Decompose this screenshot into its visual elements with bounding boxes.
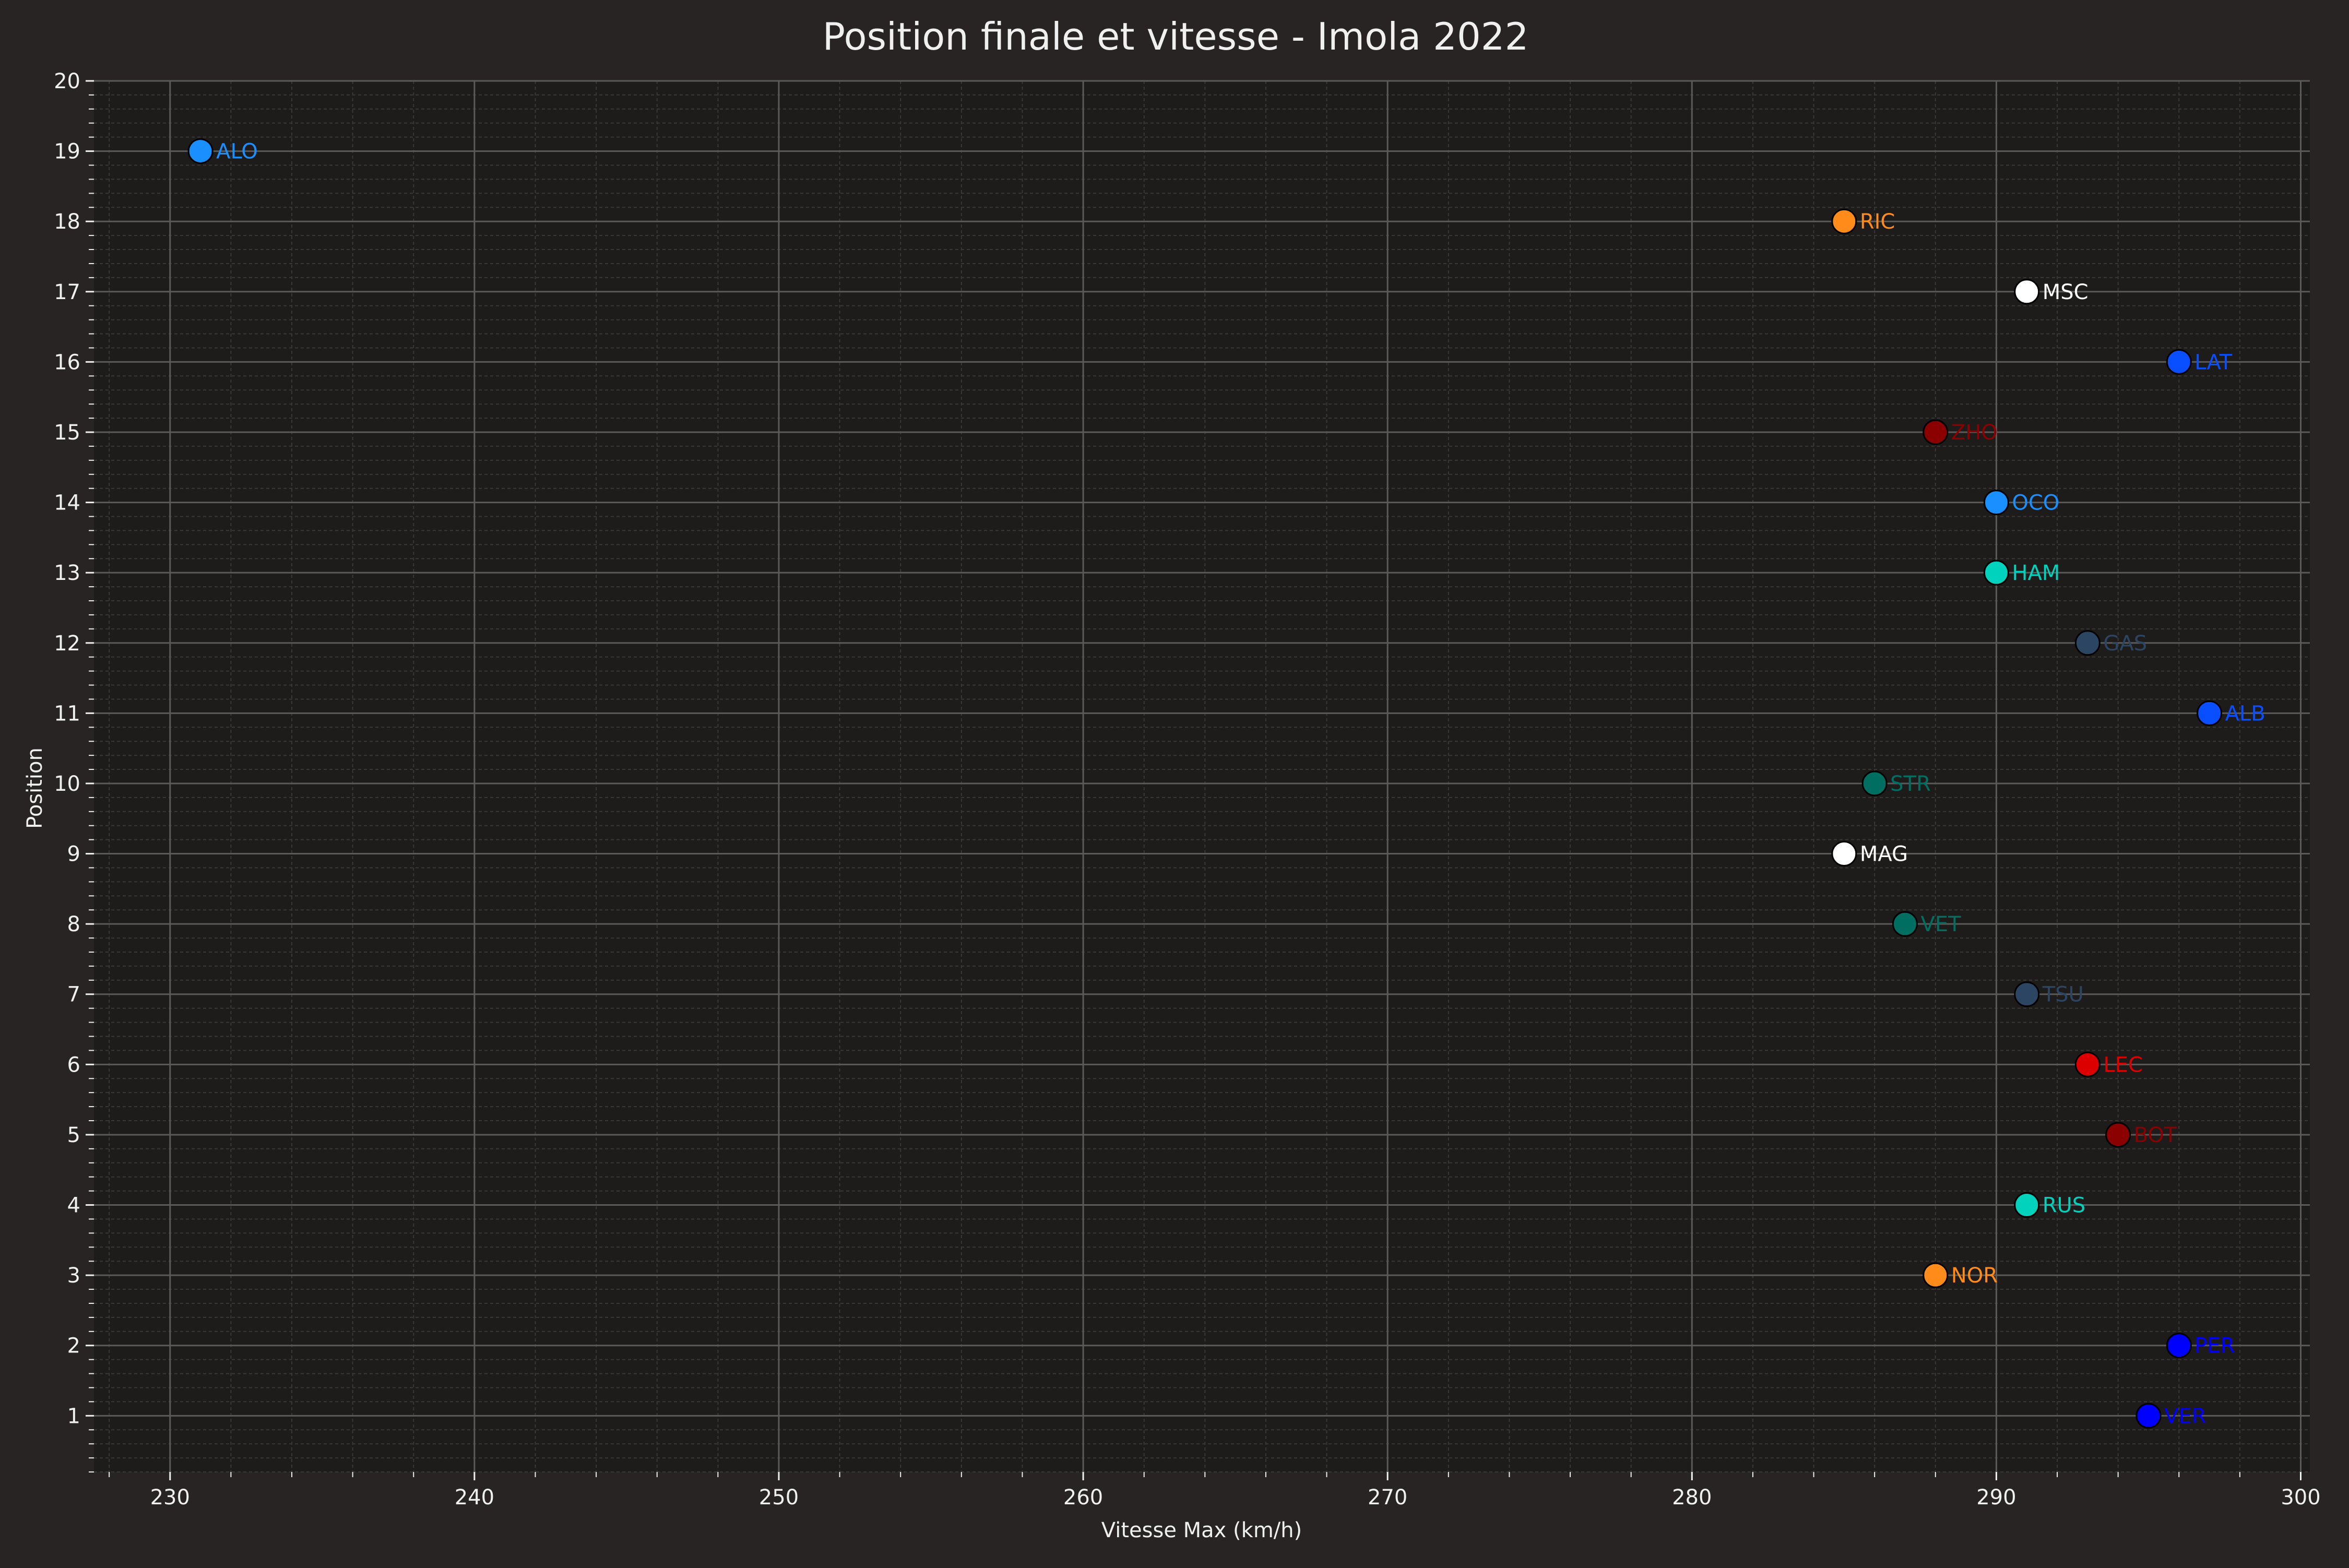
- x-tick-label: 270: [1368, 1486, 1407, 1510]
- x-tick-label: 290: [1976, 1486, 2016, 1510]
- point-label-lec: LEC: [2103, 1053, 2143, 1077]
- point-ric: [1831, 208, 1857, 234]
- y-tick-label: 13: [54, 561, 80, 585]
- major-grid: [94, 80, 2310, 1472]
- point-bot: [2105, 1122, 2131, 1148]
- point-ham: [1983, 560, 2009, 586]
- y-tick-label: 7: [67, 983, 80, 1007]
- point-label-alb: ALB: [2225, 702, 2265, 726]
- point-label-tsu: TSU: [2042, 983, 2084, 1007]
- point-ver: [2136, 1403, 2162, 1429]
- point-label-lat: LAT: [2194, 350, 2232, 374]
- x-axis-label: Vitesse Max (km/h): [1101, 1518, 1302, 1542]
- x-axis-ticks: 230 240 250 260 270 280 290 300: [109, 1472, 2321, 1510]
- x-tick-label: 250: [759, 1486, 799, 1510]
- y-tick-label: 1: [67, 1404, 80, 1428]
- data-labels: ALO RIC MSC LAT ZHO OCO HAM GAS ALB STR MAG VET TSU L…: [216, 140, 2265, 1429]
- x-tick-label: 300: [2281, 1486, 2320, 1510]
- y-tick-label: 15: [54, 421, 80, 445]
- y-tick-label: 19: [54, 140, 80, 164]
- point-mag: [1831, 841, 1857, 867]
- point-oco: [1983, 490, 2009, 516]
- point-gas: [2074, 630, 2101, 656]
- y-tick-label: 8: [67, 912, 80, 936]
- point-nor: [1923, 1262, 1949, 1288]
- point-label-zho: ZHO: [1951, 421, 1998, 445]
- x-tick-label: 260: [1063, 1486, 1103, 1510]
- y-tick-label: 2: [67, 1334, 80, 1358]
- point-label-oco: OCO: [2012, 491, 2059, 515]
- minor-grid: [94, 81, 2310, 1472]
- point-rus: [2014, 1192, 2040, 1218]
- plot-area: [94, 81, 2310, 1472]
- y-tick-label: 4: [67, 1194, 80, 1218]
- point-label-rus: RUS: [2043, 1194, 2085, 1218]
- data-points: [187, 138, 2223, 1429]
- point-label-ham: HAM: [2012, 561, 2060, 585]
- x-tick-label: 280: [1672, 1486, 1712, 1510]
- point-str: [1861, 770, 1888, 797]
- point-label-per: PER: [2194, 1334, 2235, 1358]
- point-lec: [2074, 1051, 2101, 1077]
- y-tick-label: 6: [67, 1053, 80, 1077]
- y-tick-label: 16: [54, 350, 80, 374]
- y-tick-label: 9: [67, 842, 80, 866]
- y-tick-label: 12: [54, 632, 80, 656]
- point-tsu: [2014, 981, 2040, 1007]
- point-alb: [2197, 700, 2223, 726]
- point-label-ric: RIC: [1860, 210, 1895, 234]
- point-alo: [187, 138, 213, 164]
- x-tick-label: 230: [150, 1486, 190, 1510]
- y-axis-label: Position: [23, 747, 47, 829]
- point-msc: [2014, 279, 2040, 305]
- y-tick-label: 18: [54, 210, 80, 234]
- chart-title: Position finale et vitesse - Imola 2022: [823, 15, 1529, 58]
- point-label-alo: ALO: [216, 140, 258, 164]
- y-tick-label: 14: [54, 491, 80, 515]
- point-label-str: STR: [1890, 772, 1931, 796]
- y-tick-label: 11: [54, 702, 80, 726]
- y-tick-label: 17: [54, 280, 80, 304]
- point-label-vet: VET: [1920, 912, 1961, 936]
- point-label-mag: MAG: [1860, 842, 1908, 866]
- point-label-nor: NOR: [1951, 1264, 1998, 1288]
- point-label-bot: BOT: [2134, 1123, 2177, 1147]
- x-tick-label: 240: [455, 1486, 494, 1510]
- point-zho: [1923, 419, 1949, 445]
- y-tick-label: 10: [54, 772, 80, 796]
- y-tick-label: 20: [54, 69, 80, 93]
- point-label-ver: VER: [2164, 1404, 2206, 1428]
- point-vet: [1892, 911, 1918, 937]
- point-label-msc: MSC: [2043, 280, 2089, 304]
- point-per: [2166, 1333, 2192, 1359]
- point-lat: [2166, 349, 2192, 375]
- y-tick-label: 3: [67, 1264, 80, 1288]
- point-label-gas: GAS: [2103, 632, 2147, 656]
- y-tick-label: 5: [67, 1123, 80, 1147]
